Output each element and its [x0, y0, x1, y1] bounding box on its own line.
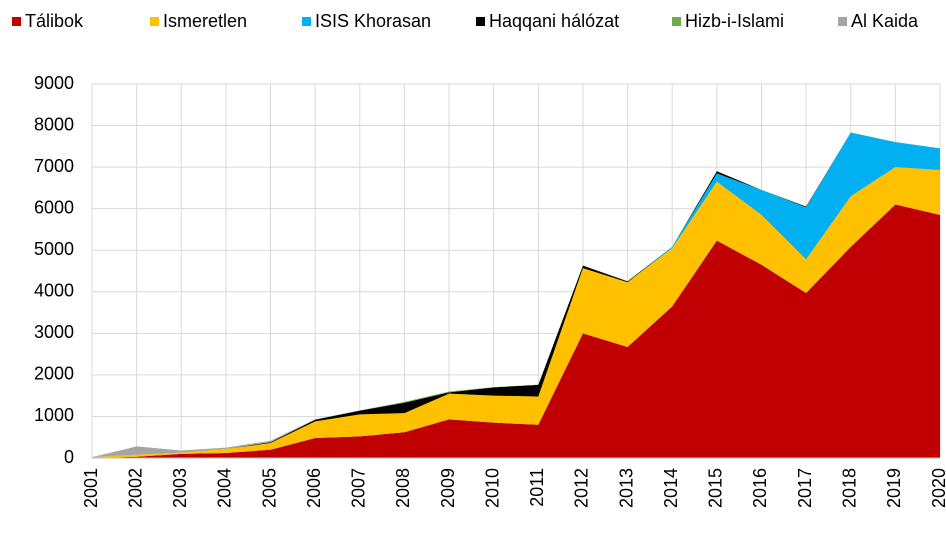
x-tick-label: 2007	[349, 468, 369, 508]
legend-swatch	[150, 17, 159, 26]
y-tick-label: 0	[64, 447, 74, 467]
legend-label: Haqqani hálózat	[489, 11, 619, 31]
x-tick-label: 2014	[661, 468, 681, 508]
x-tick-label: 2003	[170, 468, 190, 508]
area	[92, 167, 940, 458]
legend-swatch	[302, 17, 311, 26]
y-tick-label: 4000	[34, 281, 74, 301]
area	[92, 204, 940, 458]
x-tick-label: 2018	[839, 468, 859, 508]
y-tick-label: 9000	[34, 73, 74, 93]
y-tick-label: 1000	[34, 405, 74, 425]
x-tick-label: 2016	[750, 468, 770, 508]
x-tick-label: 2013	[616, 468, 636, 508]
x-tick-label: 2001	[81, 468, 101, 508]
legend-swatch	[672, 17, 681, 26]
y-tick-label: 7000	[34, 156, 74, 176]
x-tick-label: 2010	[482, 468, 502, 508]
x-tick-label: 2012	[572, 468, 592, 508]
x-tick-label: 2005	[259, 468, 279, 508]
x-tick-label: 2019	[884, 468, 904, 508]
x-tick-label: 2008	[393, 468, 413, 508]
y-tick-label: 5000	[34, 239, 74, 259]
y-tick-label: 2000	[34, 364, 74, 384]
legend-swatch	[838, 17, 847, 26]
x-tick-label: 2006	[304, 468, 324, 508]
x-tick-label: 2009	[438, 468, 458, 508]
legend-label: Ismeretlen	[163, 11, 247, 31]
y-tick-label: 8000	[34, 114, 74, 134]
x-tick-label: 2015	[706, 468, 726, 508]
legend-swatch	[476, 17, 485, 26]
x-tick-label: 2002	[125, 468, 145, 508]
x-tick-label: 2011	[527, 468, 547, 507]
legend-swatch	[12, 17, 21, 26]
x-tick-label: 2017	[795, 468, 815, 508]
area	[92, 132, 940, 458]
legend-label: Tálibok	[25, 11, 84, 31]
legend-label: Hizb-i-Islami	[685, 11, 784, 31]
legend-label: ISIS Khorasan	[315, 11, 431, 31]
y-tick-label: 6000	[34, 197, 74, 217]
y-tick-label: 3000	[34, 322, 74, 342]
legend-label: Al Kaida	[851, 11, 919, 31]
area	[92, 132, 940, 458]
x-tick-label: 2020	[929, 468, 946, 508]
x-tick-label: 2004	[215, 468, 235, 508]
